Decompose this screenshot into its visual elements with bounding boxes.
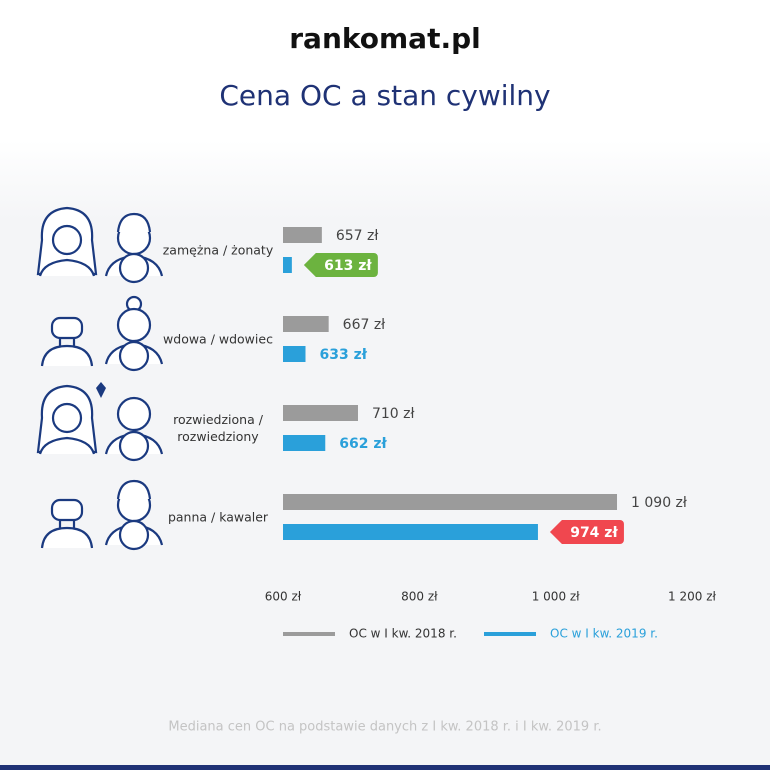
icon-woman-old — [104, 295, 164, 372]
icon-broken-heart — [96, 382, 106, 398]
x-tick-label: 1 200 zł — [668, 590, 716, 604]
icon-woman — [36, 384, 98, 455]
legend-label: OC w I kw. 2018 r. — [349, 627, 457, 641]
value-label: 710 zł — [372, 406, 415, 422]
x-tick-label: 600 zł — [265, 590, 302, 604]
icon-man-old — [104, 396, 164, 462]
bar — [283, 257, 292, 273]
value-label: 667 zł — [343, 317, 386, 333]
bar — [283, 405, 358, 421]
footnote: Mediana cen OC na podstawie danych z I k… — [168, 720, 601, 735]
highlight-badge — [549, 520, 624, 544]
category-label: zamężna / żonaty — [162, 242, 274, 258]
logo: rankomat.pl — [289, 22, 480, 55]
value-label: 662 zł — [339, 436, 387, 452]
category-label: wdowa / wdowiec — [163, 331, 273, 347]
icons — [36, 206, 164, 551]
value-label: 613 zł — [324, 258, 372, 274]
icon-man — [104, 479, 164, 551]
bar — [283, 494, 618, 510]
icon-seat — [40, 498, 94, 549]
icon-woman — [36, 206, 98, 277]
value-label: 1 090 zł — [631, 495, 687, 511]
highlight-badge — [303, 253, 378, 277]
bar — [283, 316, 329, 332]
x-tick-label: 800 zł — [401, 590, 438, 604]
bar — [283, 346, 306, 362]
value-label: 657 zł — [336, 228, 379, 244]
bar — [283, 524, 538, 540]
chart-title: Cena OC a stan cywilny — [219, 79, 550, 112]
bar — [283, 227, 322, 243]
value-label: 974 zł — [570, 525, 618, 541]
legend-label: OC w I kw. 2019 r. — [550, 627, 658, 641]
category-label: panna / kawaler — [167, 509, 269, 525]
bottom-stripe — [0, 765, 770, 770]
bar — [283, 435, 326, 451]
category-label: rozwiedziona / rozwiedziony — [173, 412, 263, 444]
icon-man — [104, 212, 164, 284]
value-label: 633 zł — [319, 347, 367, 363]
x-tick-label: 1 000 zł — [532, 590, 580, 604]
icon-seat — [40, 316, 94, 367]
